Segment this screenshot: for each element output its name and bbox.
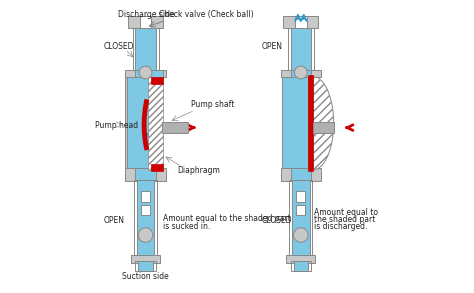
Bar bbox=[295, 16, 307, 28]
Bar bbox=[128, 16, 163, 28]
Text: OPEN: OPEN bbox=[103, 217, 125, 225]
Bar bbox=[136, 261, 156, 271]
Bar bbox=[151, 164, 163, 171]
Bar bbox=[136, 168, 156, 181]
Text: Pump head: Pump head bbox=[95, 121, 138, 130]
Bar bbox=[125, 77, 127, 170]
Bar bbox=[162, 122, 188, 133]
Text: the shaded part: the shaded part bbox=[314, 215, 375, 224]
Bar bbox=[127, 77, 162, 170]
Circle shape bbox=[139, 66, 152, 79]
Text: Check valve (Check ball): Check valve (Check ball) bbox=[159, 10, 253, 19]
Bar bbox=[288, 28, 314, 71]
Text: CLOSED: CLOSED bbox=[103, 42, 134, 51]
Bar bbox=[134, 180, 157, 257]
Bar bbox=[133, 28, 159, 71]
Bar bbox=[148, 77, 163, 170]
Bar bbox=[138, 261, 153, 271]
Bar bbox=[141, 205, 150, 215]
Text: Amount equal to: Amount equal to bbox=[314, 208, 378, 217]
Text: Diaphragm: Diaphragm bbox=[177, 166, 220, 175]
Circle shape bbox=[293, 228, 308, 242]
Bar bbox=[282, 77, 308, 170]
Text: is discharged.: is discharged. bbox=[314, 222, 367, 231]
Text: Pump shaft: Pump shaft bbox=[191, 100, 234, 109]
Bar bbox=[308, 75, 313, 171]
Bar bbox=[291, 70, 311, 77]
Bar bbox=[136, 28, 156, 71]
Bar bbox=[281, 70, 321, 77]
Text: Suction side: Suction side bbox=[122, 272, 169, 281]
Bar bbox=[131, 255, 160, 263]
Text: CLOSED: CLOSED bbox=[262, 217, 292, 225]
Bar bbox=[283, 16, 318, 28]
Bar bbox=[286, 255, 315, 263]
Bar bbox=[140, 16, 151, 28]
Bar bbox=[151, 77, 163, 84]
Bar bbox=[125, 168, 166, 181]
Bar bbox=[125, 70, 166, 77]
Bar bbox=[141, 192, 150, 202]
Text: Discharge side: Discharge side bbox=[118, 10, 174, 19]
Text: OPEN: OPEN bbox=[262, 42, 283, 51]
Bar bbox=[136, 70, 163, 77]
Text: is sucked in.: is sucked in. bbox=[163, 222, 210, 231]
Bar bbox=[291, 168, 311, 181]
Circle shape bbox=[138, 228, 153, 242]
Bar bbox=[313, 122, 334, 133]
Bar bbox=[281, 168, 321, 181]
Circle shape bbox=[294, 66, 307, 79]
Bar bbox=[297, 192, 305, 202]
Bar bbox=[293, 261, 308, 271]
Polygon shape bbox=[313, 77, 334, 170]
Text: Amount equal to the shaded part: Amount equal to the shaded part bbox=[163, 214, 291, 222]
Bar bbox=[292, 180, 310, 257]
Bar bbox=[297, 205, 305, 215]
Bar bbox=[137, 180, 154, 257]
Bar bbox=[291, 261, 311, 271]
Bar bbox=[289, 180, 312, 257]
Bar bbox=[291, 28, 311, 71]
